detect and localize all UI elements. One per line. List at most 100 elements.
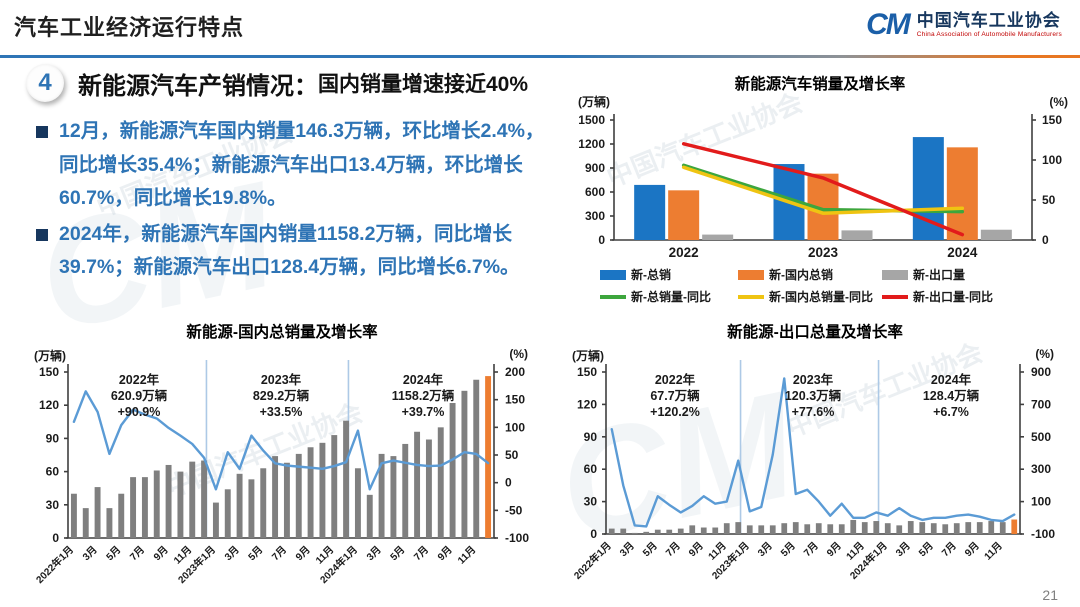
svg-text:2023年: 2023年 — [261, 372, 302, 387]
svg-text:120: 120 — [577, 397, 597, 411]
chart-export-monthly: 新能源-出口总量及增长率 0 30 60 90 120 150 -100 100 300 500 7… — [550, 320, 1080, 602]
svg-text:3月: 3月 — [364, 544, 383, 563]
svg-text:5月: 5月 — [778, 540, 797, 559]
bullet-text: 12月，新能源汽车国内销量146.3万辆，环比增长2.4%，同比增长35.4%；… — [59, 120, 545, 210]
svg-text:1158.2万辆: 1158.2万辆 — [392, 388, 455, 403]
svg-text:(万辆): (万辆) — [572, 348, 604, 363]
svg-text:新-出口量: 新-出口量 — [913, 267, 965, 282]
chart-title: 新能源-国内总销量及增长率 — [186, 324, 378, 341]
svg-text:7月: 7月 — [939, 540, 958, 559]
svg-text:90: 90 — [46, 431, 60, 445]
caam-logo: CM 中国汽车工业协会 China Association of Automob… — [866, 8, 1062, 42]
svg-text:11月: 11月 — [982, 540, 1005, 563]
page-number: 21 — [1042, 587, 1058, 603]
svg-text:128.4万辆: 128.4万辆 — [923, 388, 980, 403]
svg-text:5月: 5月 — [388, 544, 407, 563]
svg-text:(万辆): (万辆) — [578, 94, 610, 109]
bullet-item: 12月，新能源汽车国内销量146.3万辆，环比增长2.4%，同比增长35.4%；… — [36, 115, 558, 216]
svg-text:7月: 7月 — [663, 540, 682, 559]
chart-title: 新能源汽车销量及增长率 — [734, 76, 906, 93]
svg-text:0: 0 — [590, 527, 597, 541]
bullet-text: 2024年，新能源汽车国内销量1158.2万辆，同比增长39.7%；新能源汽车出… — [59, 222, 520, 279]
chart-export-monthly-canvas: 0 30 60 90 120 150 -100 100 300 500 700 900 (万辆) (%) 2… — [571, 347, 1055, 582]
svg-text:150: 150 — [1042, 113, 1062, 127]
svg-text:7月: 7月 — [801, 540, 820, 559]
section-subtitle: 国内销量增速接近40% — [318, 73, 529, 96]
svg-text:5月: 5月 — [104, 544, 123, 563]
svg-text:2022: 2022 — [669, 245, 699, 260]
svg-text:3月: 3月 — [893, 540, 912, 559]
svg-text:30: 30 — [584, 495, 598, 509]
svg-text:100: 100 — [505, 420, 525, 434]
svg-text:-50: -50 — [505, 503, 523, 517]
bullet-square-icon — [36, 228, 48, 241]
svg-text:2024年: 2024年 — [403, 372, 444, 387]
svg-text:2023年: 2023年 — [793, 372, 834, 387]
svg-text:3月: 3月 — [80, 544, 99, 563]
svg-text:90: 90 — [584, 430, 598, 444]
svg-text:+39.7%: +39.7% — [402, 405, 445, 419]
logo-org-name-en: China Association of Automobile Manufact… — [916, 30, 1062, 38]
svg-text:829.2万辆: 829.2万辆 — [253, 388, 310, 403]
svg-text:9月: 9月 — [435, 544, 454, 563]
svg-text:-100: -100 — [505, 531, 529, 545]
svg-text:120.3万辆: 120.3万辆 — [785, 388, 842, 403]
svg-text:67.7万辆: 67.7万辆 — [650, 388, 700, 403]
svg-text:2022年1月: 2022年1月 — [571, 539, 614, 582]
svg-text:9月: 9月 — [824, 540, 843, 559]
svg-text:9月: 9月 — [293, 544, 312, 563]
svg-text:900: 900 — [585, 161, 605, 175]
svg-text:新-国内总销: 新-国内总销 — [769, 267, 833, 282]
svg-text:9月: 9月 — [151, 544, 170, 563]
svg-text:2024: 2024 — [947, 245, 978, 260]
bullet-list: 12月，新能源汽车国内销量146.3万辆，环比增长2.4%，同比增长35.4%；… — [36, 115, 558, 287]
svg-text:2022年: 2022年 — [119, 372, 160, 387]
svg-text:0: 0 — [598, 233, 605, 247]
svg-text:60: 60 — [46, 465, 60, 479]
chart-title: 新能源-出口总量及增长率 — [727, 324, 903, 341]
svg-text:100: 100 — [1042, 153, 1062, 167]
section-heading: 4 新能源汽车产销情况： 国内销量增速接近40% — [26, 64, 528, 102]
svg-text:+6.7%: +6.7% — [933, 405, 969, 419]
svg-text:1500: 1500 — [578, 113, 605, 127]
svg-text:150: 150 — [39, 365, 59, 379]
svg-text:5月: 5月 — [246, 544, 265, 563]
svg-text:(万辆): (万辆) — [34, 348, 66, 363]
svg-text:300: 300 — [1031, 462, 1051, 476]
caam-logo-icon: CM — [866, 8, 911, 41]
header-divider — [0, 55, 1080, 58]
header: 汽车工业经济运行特点 CM 中国汽车工业协会 China Association… — [0, 0, 1080, 55]
svg-text:新-总销: 新-总销 — [631, 267, 671, 282]
svg-text:5月: 5月 — [640, 540, 659, 559]
svg-text:11月: 11月 — [455, 544, 478, 567]
bullet-square-icon — [36, 126, 48, 138]
svg-text:+77.6%: +77.6% — [792, 405, 835, 419]
svg-text:620.9万辆: 620.9万辆 — [111, 388, 168, 403]
svg-text:+90.9%: +90.9% — [118, 405, 161, 419]
svg-text:3月: 3月 — [222, 544, 241, 563]
svg-text:0: 0 — [505, 476, 512, 490]
chart-domestic-monthly-canvas: 0 30 60 90 120 150 -100 -50 0 50 100 150 200 (万辆) (%) 2… — [33, 347, 529, 586]
svg-text:5月: 5月 — [916, 540, 935, 559]
svg-text:500: 500 — [1031, 430, 1051, 444]
svg-text:900: 900 — [1031, 365, 1051, 379]
svg-text:50: 50 — [1042, 193, 1056, 207]
svg-text:新-国内总销量-同比: 新-国内总销量-同比 — [769, 289, 873, 304]
svg-text:2022年1月: 2022年1月 — [33, 543, 76, 586]
svg-text:100: 100 — [1031, 495, 1051, 509]
svg-text:2022年: 2022年 — [655, 372, 696, 387]
svg-text:3月: 3月 — [755, 540, 774, 559]
svg-text:30: 30 — [46, 498, 60, 512]
section-number-badge: 4 — [26, 64, 64, 102]
svg-text:150: 150 — [505, 393, 525, 407]
svg-text:200: 200 — [505, 365, 525, 379]
svg-text:7月: 7月 — [412, 544, 431, 563]
svg-text:(%): (%) — [509, 347, 528, 361]
svg-text:600: 600 — [585, 185, 605, 199]
svg-text:0: 0 — [1042, 233, 1049, 247]
svg-text:(%): (%) — [1049, 95, 1068, 109]
svg-text:+120.2%: +120.2% — [650, 405, 700, 419]
svg-text:+33.5%: +33.5% — [260, 405, 303, 419]
page-title: 汽车工业经济运行特点 — [14, 15, 245, 40]
chart-nev-sales-growth: 新能源汽车销量及增长率 0 300 600 900 1200 1500 0 50 100 150 (… — [560, 72, 1080, 314]
